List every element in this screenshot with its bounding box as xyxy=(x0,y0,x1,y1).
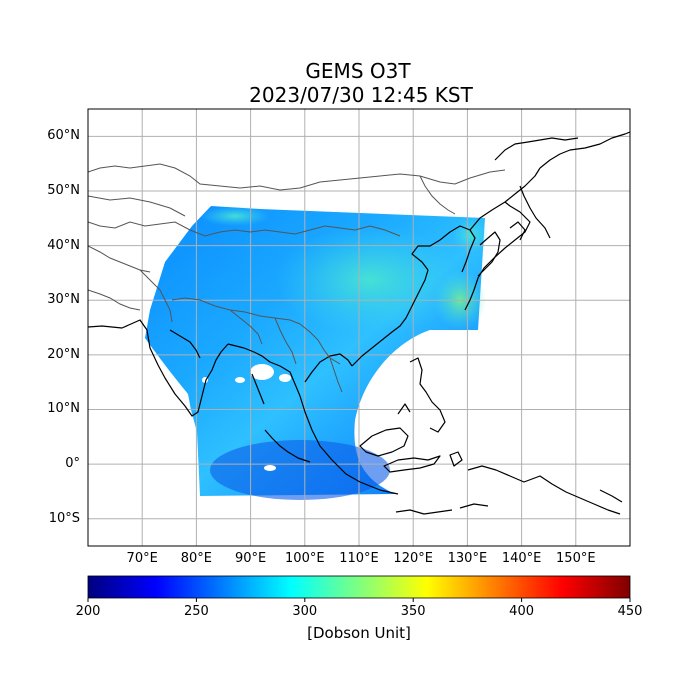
lon-tick-label: 120°E xyxy=(393,551,433,566)
lon-tick-label: 130°E xyxy=(447,551,488,566)
lat-tick-label: 40°N xyxy=(47,237,80,253)
lat-tick-label: 10°N xyxy=(47,401,80,417)
lat-tick-label: 30°N xyxy=(47,292,80,308)
chart-subtitle: 2023/07/30 12:45 KST xyxy=(249,83,473,107)
colorbar xyxy=(87,575,631,599)
colorbar-ticks xyxy=(87,598,631,602)
lon-tick-label: 100°E xyxy=(285,551,325,566)
ozone-low-region xyxy=(210,440,390,500)
lat-tick-label: 60°N xyxy=(47,128,80,144)
ozone-high-region xyxy=(275,225,465,335)
map-frame xyxy=(87,108,631,547)
colorbar-tick-label: 300 xyxy=(292,604,318,619)
colorbar-label: [Dobson Unit] xyxy=(307,624,411,642)
colorbar-tick-label: 250 xyxy=(183,604,209,619)
lat-tick-label: 0° xyxy=(65,456,80,472)
ozone-high-region xyxy=(200,206,270,226)
chart-title: GEMS O3T xyxy=(305,59,411,83)
lat-tick-label: 20°N xyxy=(47,346,80,362)
lon-tick-label: 140°E xyxy=(501,551,542,566)
ozone-high-region xyxy=(452,217,488,253)
cloud-gaps xyxy=(202,364,291,471)
lon-tick-label: 110°E xyxy=(339,551,379,566)
colorbar-tick-label: 350 xyxy=(400,604,426,619)
lon-tick-label: 80°E xyxy=(180,551,213,566)
lon-tick-label: 150°E xyxy=(556,551,596,566)
borders xyxy=(88,163,506,393)
lat-tick-label: 10°S xyxy=(48,510,80,526)
lon-tick-label: 90°E xyxy=(234,551,267,566)
lon-tick-label: 70°E xyxy=(126,551,158,566)
gridlines xyxy=(88,109,630,546)
colorbar-tick-label: 400 xyxy=(509,604,534,619)
colorbar-tick-label: 200 xyxy=(75,604,101,619)
colorbar-tick-label: 450 xyxy=(617,604,643,619)
coastlines xyxy=(88,131,630,515)
lat-tick-label: 50°N xyxy=(47,182,80,198)
